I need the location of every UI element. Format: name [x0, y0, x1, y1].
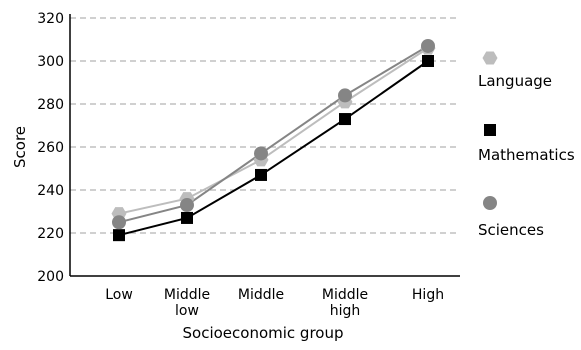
y-tick-label: 220 [37, 226, 64, 242]
x-tick-label: Middle [238, 287, 284, 303]
legend-marker-language [482, 51, 498, 65]
data-point-sciences [180, 198, 194, 213]
legend-marker-mathematics [484, 124, 496, 136]
x-tick-label-line: Middle [322, 287, 368, 303]
data-point-mathematics [113, 229, 125, 242]
data-point-sciences [421, 38, 435, 53]
legend: Language Mathematics Sciences [478, 51, 575, 239]
x-tick-label: High [412, 287, 444, 303]
y-tick-label: 240 [37, 183, 64, 199]
x-tick-label-line: Middle [164, 287, 210, 303]
x-tick-label-line: Low [105, 287, 133, 303]
series-line-mathematics [118, 60, 429, 237]
data-point-sciences [338, 88, 352, 103]
series [111, 38, 436, 242]
data-point-sciences [254, 146, 268, 161]
y-axis-title: Score [11, 126, 29, 168]
x-tick-label: Middle low [164, 287, 210, 319]
y-tick-label: 320 [37, 11, 64, 27]
legend-label-language: Language [478, 72, 552, 90]
x-tick-label-line: Middle [238, 287, 284, 303]
data-point-mathematics [181, 211, 193, 224]
data-point-sciences [112, 215, 126, 230]
series-line-sciences [118, 45, 429, 224]
legend-marker-sciences [483, 196, 497, 210]
x-tick-label-line: High [412, 287, 444, 303]
data-point-mathematics [422, 55, 434, 67]
x-tick-label-line: high [330, 303, 361, 319]
x-tick-label-line: low [175, 303, 199, 319]
x-axis-title: Socioeconomic group [183, 324, 344, 342]
y-tick-label: 300 [37, 54, 64, 70]
y-tick-label: 200 [37, 269, 64, 285]
y-tick-label: 280 [37, 97, 64, 113]
y-tick-label: 260 [37, 140, 64, 156]
x-tick-label: Middle high [322, 287, 368, 319]
data-point-mathematics [339, 113, 351, 126]
data-point-mathematics [255, 168, 267, 181]
axes [69, 14, 460, 277]
legend-label-sciences: Sciences [478, 221, 544, 239]
legend-label-mathematics: Mathematics [478, 146, 575, 164]
gridlines [70, 17, 460, 234]
x-tick-label: Low [105, 287, 133, 303]
